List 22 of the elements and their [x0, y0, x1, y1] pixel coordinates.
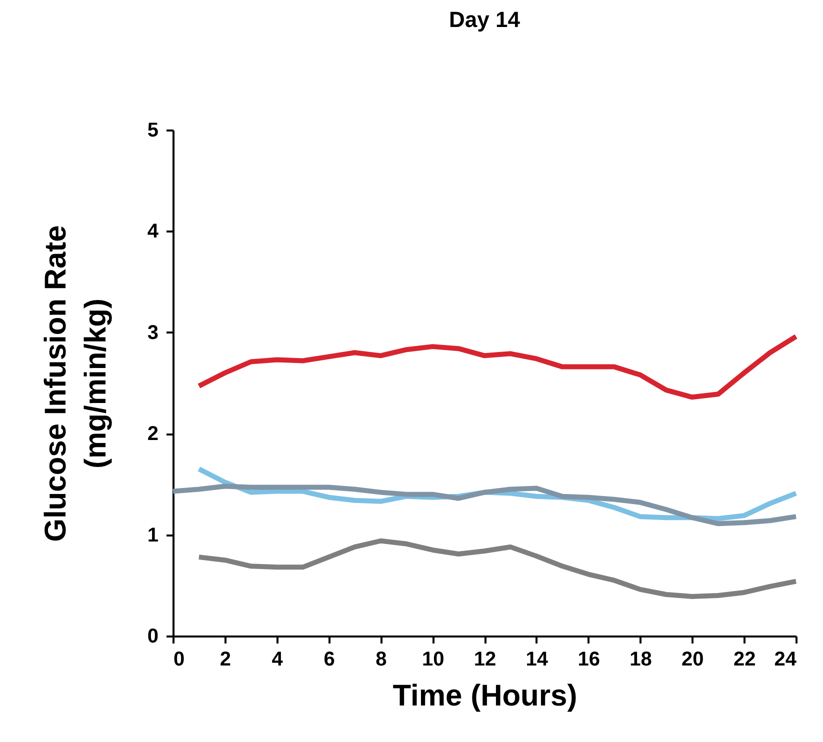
x-tick-label: 2 — [220, 648, 231, 670]
y-tick-label: 4 — [147, 220, 160, 243]
y-tick-label: 5 — [147, 120, 158, 142]
y-tick-label: 0 — [147, 626, 158, 648]
x-axis-title: Time (Hours) — [392, 680, 578, 712]
x-tick-label: 0 — [174, 648, 185, 670]
x-tick-label: 20 — [682, 648, 704, 670]
y-tick-label: 2 — [147, 423, 158, 446]
x-tick-label: 16 — [578, 648, 600, 670]
x-tick-label: 8 — [376, 648, 387, 670]
x-tick-label: 24 — [774, 648, 798, 670]
x-tick-label: 6 — [324, 648, 335, 670]
y-tick-label: 1 — [147, 524, 158, 546]
x-tick-label: 14 — [526, 648, 549, 670]
x-tick-label: 4 — [272, 648, 284, 670]
y-tick-label: 3 — [147, 322, 158, 344]
x-tick-label: 12 — [474, 648, 496, 670]
x-tick-label: 10 — [422, 648, 444, 670]
x-tick-label: 22 — [733, 648, 756, 670]
y-axis-title: Glucose Infusion Rate (mg/min/kg) — [39, 225, 112, 542]
chart-title: Day 14 — [449, 7, 521, 32]
x-tick-label: 18 — [630, 648, 652, 670]
